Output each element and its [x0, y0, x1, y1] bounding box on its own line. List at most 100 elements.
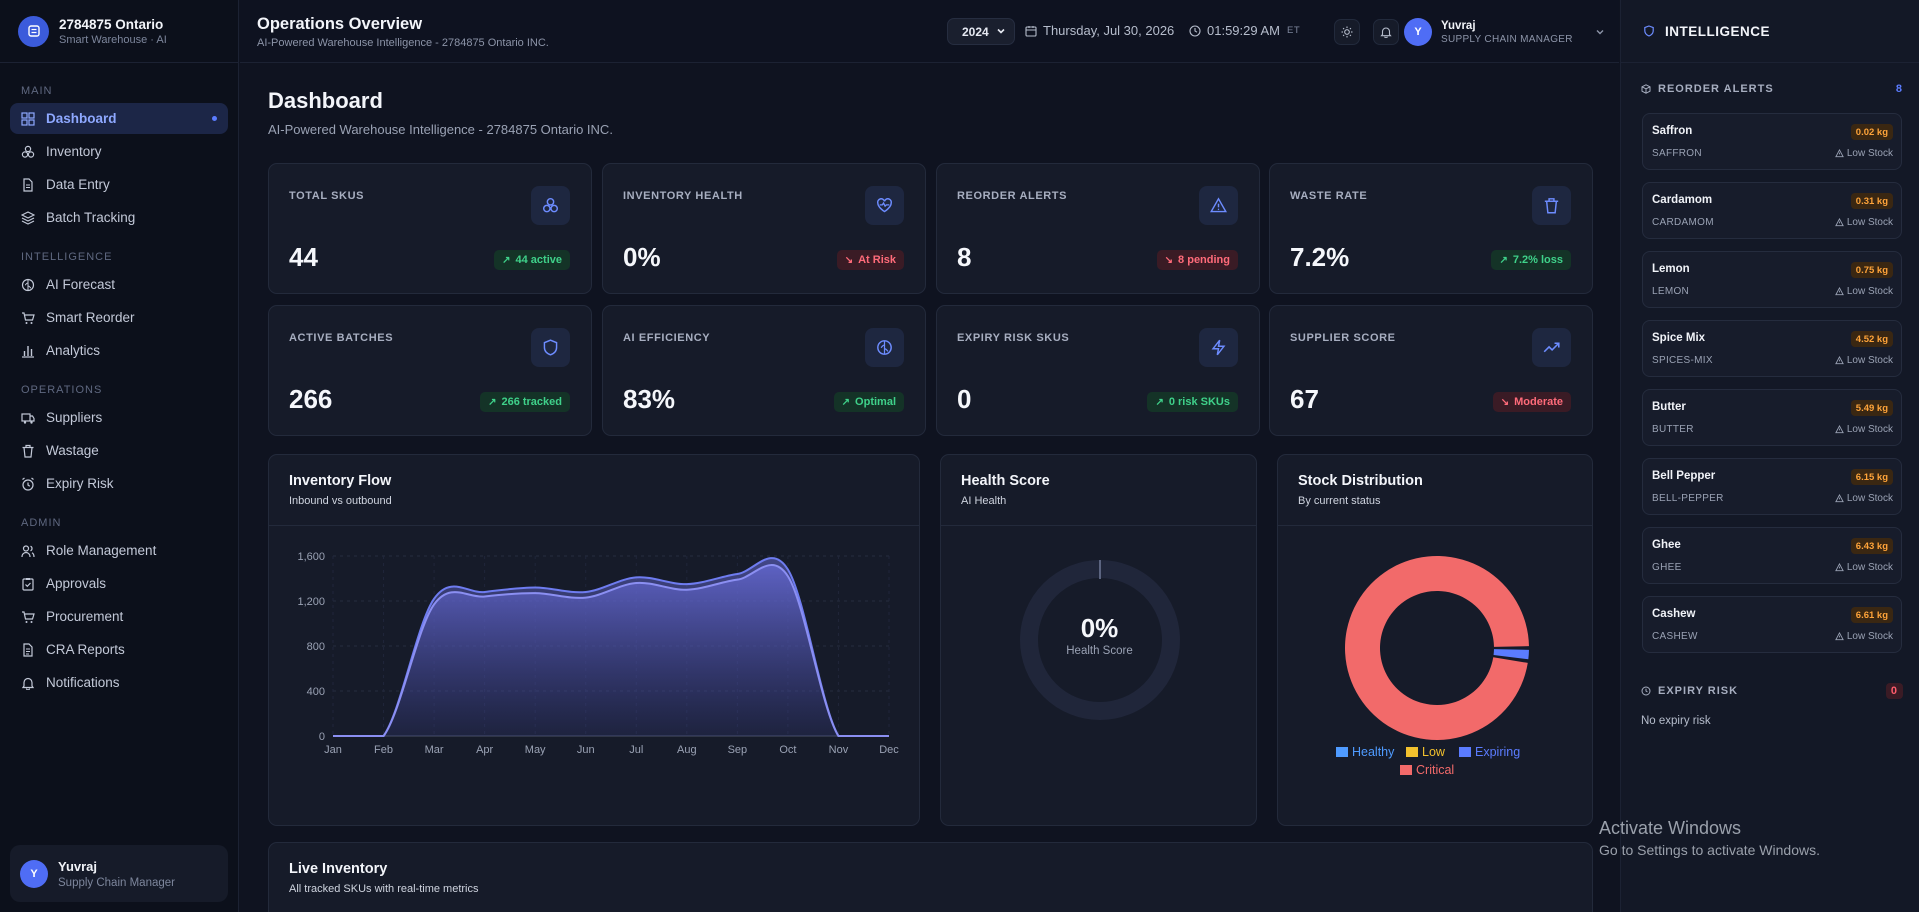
sidebar-item-label: Role Management [46, 543, 157, 558]
header-user-name: Yuvraj [1441, 19, 1476, 32]
sidebar-item-batch-tracking[interactable]: Batch Tracking [10, 202, 228, 233]
x-tick-label: May [525, 744, 546, 756]
header-date: Thursday, Jul 30, 2026 [1025, 23, 1174, 38]
legend-low[interactable]: Low [1406, 745, 1445, 759]
x-tick-label: Jan [324, 744, 342, 756]
legend-critical[interactable]: Critical [1400, 763, 1454, 777]
expiry-risk-header: EXPIRY RISK 0 [1641, 683, 1903, 699]
sidebar-user-card[interactable]: Y Yuvraj Supply Chain Manager [10, 845, 228, 902]
legend-label: Healthy [1352, 745, 1395, 759]
sidebar-item-dashboard[interactable]: Dashboard [10, 103, 228, 134]
alert-item-name: Ghee [1652, 539, 1681, 551]
reorder-alert-card[interactable]: Bell Pepper BELL-PEPPER 6.15 kg Low Stock [1642, 458, 1902, 515]
alert-item-name: Bell Pepper [1652, 470, 1716, 482]
header-user-menu[interactable]: Y Yuvraj SUPPLY CHAIN MANAGER [1404, 18, 1605, 46]
stat-card-reorder-alerts[interactable]: REORDER ALERTS 8 ↘ 8 pending [936, 163, 1260, 294]
reorder-alerts-title: REORDER ALERTS [1658, 83, 1774, 95]
trash-icon [1532, 186, 1571, 225]
header-title: Operations Overview [257, 15, 423, 33]
health-score-subtitle: AI Health [961, 495, 1007, 507]
sidebar-item-wastage[interactable]: Wastage [10, 435, 228, 466]
notifications-button[interactable] [1373, 19, 1399, 45]
alert-item-code: GHEE [1652, 562, 1682, 573]
brain-icon [21, 278, 35, 291]
series-area [333, 565, 889, 736]
warning-icon [1835, 563, 1844, 572]
report-icon [23, 642, 33, 657]
stat-card-ai-efficiency[interactable]: AI EFFICIENCY 83% ↗ Optimal [602, 305, 926, 436]
sidebar-item-notifications[interactable]: Notifications [10, 667, 228, 698]
legend-expiring[interactable]: Expiring [1459, 745, 1520, 759]
alert-item-status-text: Low Stock [1846, 355, 1893, 366]
alert-item-qty: 4.52 kg [1850, 331, 1893, 347]
reorder-alert-card[interactable]: Cashew CASHEW 6.61 kg Low Stock [1642, 596, 1902, 653]
expiry-empty-state: No expiry risk [1641, 715, 1711, 727]
reorder-alert-card[interactable]: Saffron SAFFRON 0.02 kg Low Stock [1642, 113, 1902, 170]
reorder-alert-card[interactable]: Ghee GHEE 6.43 kg Low Stock [1642, 527, 1902, 584]
stat-card-total-skus[interactable]: TOTAL SKUS 44 ↗ 44 active [268, 163, 592, 294]
sidebar-item-expiry-risk[interactable]: Expiry Risk [10, 468, 228, 499]
alert-item-status-text: Low Stock [1846, 217, 1893, 228]
sidebar-item-suppliers[interactable]: Suppliers [10, 402, 228, 433]
stat-label: EXPIRY RISK SKUS [957, 332, 1070, 344]
stat-value: 0 [957, 384, 972, 414]
inventory-flow-subtitle: Inbound vs outbound [289, 495, 392, 507]
sidebar-item-smart-reorder[interactable]: Smart Reorder [10, 302, 228, 333]
zap-icon [1199, 328, 1238, 367]
sidebar-item-ai-forecast[interactable]: AI Forecast [10, 269, 228, 300]
users-icon [21, 544, 35, 557]
x-tick-label: Mar [425, 744, 444, 756]
stock-distribution-donut [1345, 556, 1529, 740]
stat-label: TOTAL SKUS [289, 190, 365, 202]
arrow-down-right-icon: ↘ [1500, 396, 1510, 408]
brain-icon [865, 328, 904, 367]
sidebar-item-inventory[interactable]: Inventory [10, 136, 228, 167]
sidebar-item-cra-reports[interactable]: CRA Reports [10, 634, 228, 665]
stat-badge: ↗ Optimal [833, 392, 904, 412]
legend-healthy[interactable]: Healthy [1336, 745, 1394, 759]
stat-card-active-batches[interactable]: ACTIVE BATCHES 266 ↗ 266 tracked [268, 305, 592, 436]
stat-badge-text: Moderate [1514, 396, 1563, 408]
series-line [332, 557, 889, 737]
stat-card-supplier-score[interactable]: SUPPLIER SCORE 67 ↘ Moderate [1269, 305, 1593, 436]
sidebar-item-procurement[interactable]: Procurement [10, 601, 228, 632]
alert-item-qty: 5.49 kg [1850, 400, 1893, 416]
theme-toggle-button[interactable] [1334, 19, 1360, 45]
sidebar-item-data-entry[interactable]: Data Entry [10, 169, 228, 200]
x-tick-label: Aug [677, 744, 697, 756]
truck-icon [21, 412, 35, 424]
inventory-flow-panel: Inventory Flow Inbound vs outbound 0 400 8… [268, 454, 920, 826]
reorder-alert-card[interactable]: Cardamom CARDAMOM 0.31 kg Low Stock [1642, 182, 1902, 239]
clipboard-check-icon [22, 577, 34, 591]
donut-slice-critical[interactable] [1345, 556, 1529, 740]
alert-item-status: Low Stock [1835, 493, 1893, 504]
sidebar-item-label: Batch Tracking [46, 210, 136, 225]
stat-badge: ↗ 266 tracked [480, 392, 570, 412]
bar-chart-icon [22, 345, 34, 358]
reorder-alert-card[interactable]: Spice Mix SPICES-MIX 4.52 kg Low Stock [1642, 320, 1902, 377]
year-select[interactable]: 2024 [947, 18, 1015, 45]
arrow-down-right-icon: ↘ [844, 254, 854, 266]
cart-icon [22, 311, 35, 324]
sidebar-item-role-management[interactable]: Role Management [10, 535, 228, 566]
sidebar-item-analytics[interactable]: Analytics [10, 335, 228, 366]
shield-icon [1644, 25, 1654, 37]
warning-icon [1835, 425, 1844, 434]
sidebar: 2784875 Ontario Smart Warehouse · AI MAI… [0, 0, 239, 912]
warning-icon [1835, 287, 1844, 296]
intelligence-header: INTELLIGENCE [1621, 0, 1919, 63]
alert-item-code: CASHEW [1652, 631, 1698, 642]
avatar: Y [1404, 18, 1432, 46]
stat-label: AI EFFICIENCY [623, 332, 711, 344]
avatar: Y [20, 859, 48, 888]
brand[interactable]: 2784875 Ontario Smart Warehouse · AI [0, 0, 238, 63]
donut-slice-expiring[interactable] [1493, 649, 1529, 660]
header-time-text: 01:59:29 AM [1207, 23, 1280, 38]
stat-card-waste-rate[interactable]: WASTE RATE 7.2% ↗ 7.2% loss [1269, 163, 1593, 294]
stat-card-inventory-health[interactable]: INVENTORY HEALTH 0% ↘ At Risk [602, 163, 926, 294]
stat-label: INVENTORY HEALTH [623, 190, 743, 202]
sidebar-item-approvals[interactable]: Approvals [10, 568, 228, 599]
reorder-alert-card[interactable]: Butter BUTTER 5.49 kg Low Stock [1642, 389, 1902, 446]
stat-card-expiry-risk-skus[interactable]: EXPIRY RISK SKUS 0 ↗ 0 risk SKUs [936, 305, 1260, 436]
reorder-alert-card[interactable]: Lemon LEMON 0.75 kg Low Stock [1642, 251, 1902, 308]
